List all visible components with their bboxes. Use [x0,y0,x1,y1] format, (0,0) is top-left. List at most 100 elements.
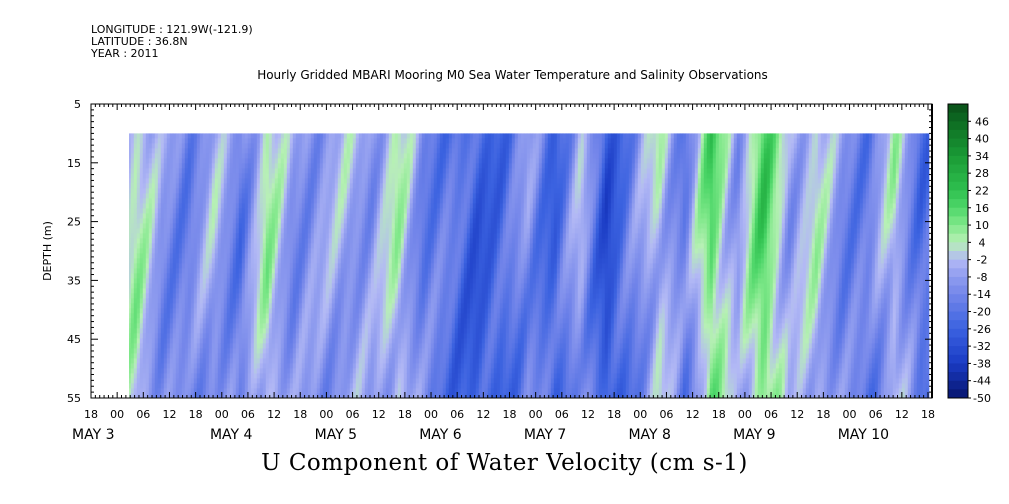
heat-cell [163,263,168,269]
heat-cell [232,188,237,194]
heat-cell [238,388,243,394]
heat-cell [136,358,141,364]
heat-cell [163,228,168,234]
heat-cell [122,353,126,359]
heat-cell [376,323,381,329]
heat-cell [316,358,321,364]
heat-cell [379,288,384,294]
heat-cell [214,383,219,389]
heat-cell [343,158,348,164]
heat-cell [172,288,177,294]
heat-cell [352,153,357,159]
heat-cell [122,218,126,224]
heat-cell [274,133,279,139]
heat-cell [181,213,186,219]
heat-cell [274,208,279,214]
heat-cell [172,213,177,219]
heat-cell [346,243,351,249]
heat-cell [388,343,393,349]
heat-cell [298,223,303,229]
heat-cell [319,358,324,364]
heat-cell [113,173,117,179]
heat-cell [268,393,273,398]
heat-cell [325,238,330,244]
heat-cell [190,388,195,394]
heat-cell [238,238,243,244]
heat-cell [322,248,327,254]
heat-cell [343,318,348,324]
heat-cell [328,353,333,359]
heat-cell [256,353,261,359]
heat-cell [160,203,165,209]
heat-cell [181,143,186,149]
heat-cell [301,363,306,369]
heat-cell [313,238,318,244]
heat-cell [119,168,123,174]
heat-cell [388,218,393,224]
heat-cell [340,303,345,309]
heat-cell [190,223,195,229]
heat-cell [226,278,231,284]
heat-cell [184,138,189,144]
heat-cell [223,298,228,304]
heat-cell [223,258,228,264]
heat-cell [184,223,189,229]
heat-cell [379,388,384,394]
heat-cell [220,223,225,229]
heat-cell [373,358,378,364]
heat-cell [259,208,264,214]
heat-cell [169,333,174,339]
heat-cell [280,338,285,344]
heat-cell [301,188,306,194]
heat-cell [160,268,165,274]
heat-cell [199,328,204,334]
heat-cell [391,188,396,194]
heat-cell [217,313,222,319]
heat-cell [286,208,291,214]
heat-cell [283,298,288,304]
heat-cell [232,223,237,229]
heat-cell [220,353,225,359]
heat-cell [145,218,150,224]
heat-cell [301,348,306,354]
heat-cell [370,278,375,284]
heat-cell [166,183,171,189]
heat-cell [175,153,180,159]
heat-cell [139,393,144,398]
heat-cell [241,143,246,149]
heat-cell [122,278,126,284]
heat-cell [214,373,219,379]
heat-cell [226,308,231,314]
heat-cell [184,368,189,374]
heat-cell [328,303,333,309]
heat-cell [172,173,177,179]
heat-cell [232,278,237,284]
heat-cell [307,333,312,339]
heat-cell [280,153,285,159]
heat-cell [286,198,291,204]
heat-cell [214,388,219,394]
heat-cell [151,353,156,359]
heat-cell [229,388,234,394]
heat-cell [265,273,270,279]
heat-cell [116,308,120,314]
heat-cell [349,273,354,279]
heat-cell [388,153,393,159]
heat-cell [122,183,126,189]
heat-cell [229,373,234,379]
heat-cell [277,383,282,389]
heat-cell [253,318,258,324]
heat-cell [292,253,297,259]
heat-cell [172,298,177,304]
heat-cell [139,248,144,254]
heat-cell [292,178,297,184]
heat-cell [391,293,396,299]
heat-cell [184,173,189,179]
heat-cell [148,238,153,244]
heat-cell [361,393,366,398]
heat-cell [337,193,342,199]
heat-cell [265,158,270,164]
heat-cell [355,393,360,398]
heat-cell [361,133,366,139]
heat-cell [328,233,333,239]
